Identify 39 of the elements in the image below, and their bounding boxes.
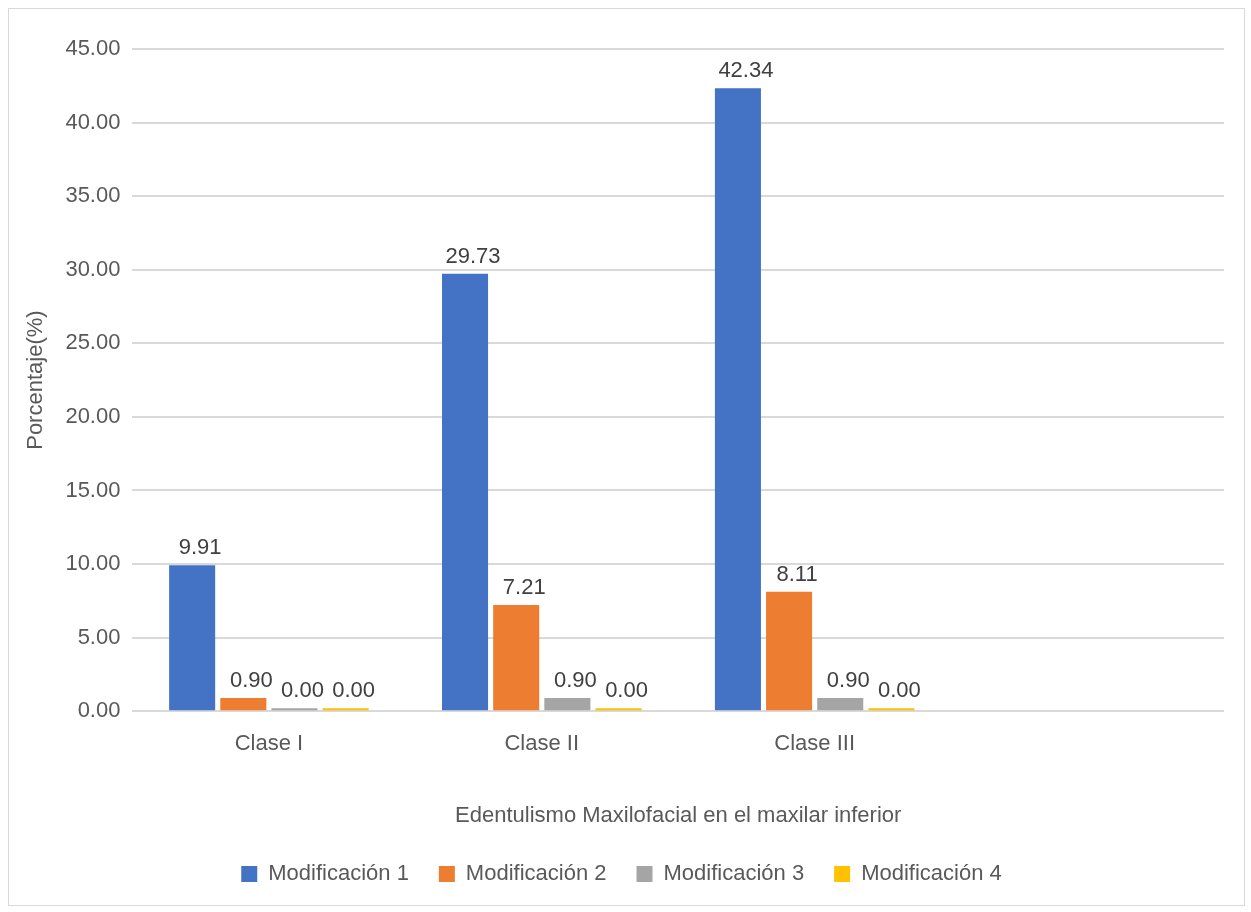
y-tick-label: 10.00 xyxy=(65,550,121,576)
y-tick-label: 20.00 xyxy=(65,402,121,428)
data-label: 9.91 xyxy=(178,534,222,560)
data-label: 7.21 xyxy=(502,574,546,600)
data-label: 42.34 xyxy=(718,57,774,83)
data-label: 0.00 xyxy=(332,677,376,703)
data-label: 0.00 xyxy=(281,677,324,703)
x-tick-label: Clase III xyxy=(774,730,856,756)
bar xyxy=(220,697,267,711)
bar xyxy=(442,273,489,711)
y-tick-label: 15.00 xyxy=(65,476,121,502)
bar xyxy=(169,565,216,711)
data-label: 29.73 xyxy=(445,242,501,268)
y-tick-label: 25.00 xyxy=(65,329,121,355)
y-tick-label: 40.00 xyxy=(65,108,121,134)
bar xyxy=(766,591,813,711)
y-tick-label: 35.00 xyxy=(65,182,121,208)
legend-label: Modificación 1 xyxy=(268,860,409,886)
data-label: 0.00 xyxy=(605,677,648,703)
legend-label: Modificación 3 xyxy=(663,860,805,886)
bar xyxy=(493,605,540,711)
y-tick-label: 30.00 xyxy=(65,255,121,281)
data-label: 0.00 xyxy=(878,677,921,703)
x-tick-label: Clase II xyxy=(504,730,580,756)
y-axis-title: Porcentaje(%) xyxy=(22,310,48,450)
y-tick-label: 0.00 xyxy=(77,697,121,723)
bar xyxy=(714,88,761,711)
y-tick-label: 5.00 xyxy=(77,623,121,649)
bar xyxy=(544,697,591,711)
x-axis-title: Edentulismo Maxilofacial en el maxilar inferior xyxy=(455,801,902,827)
data-label: 0.90 xyxy=(553,667,597,693)
bar xyxy=(817,697,864,711)
data-label: 0.90 xyxy=(826,667,870,693)
x-tick-label: Clase I xyxy=(234,730,304,756)
legend-label: Modificación 2 xyxy=(465,860,607,886)
y-tick-label: 45.00 xyxy=(65,35,121,61)
data-label: 0.90 xyxy=(229,667,273,693)
data-label: 8.11 xyxy=(776,560,818,586)
legend-label: Modificación 4 xyxy=(861,860,1002,886)
